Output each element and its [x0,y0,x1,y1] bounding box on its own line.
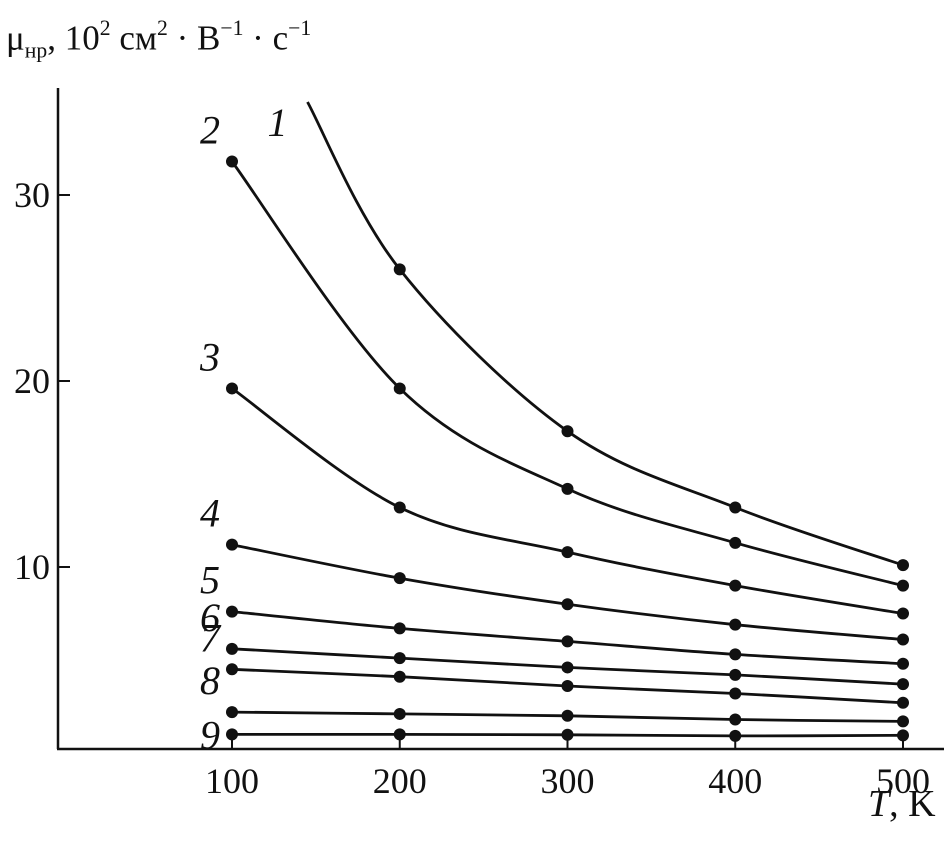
y-axis-symbol: μ [6,18,25,58]
series-5-label: 5 [200,558,220,603]
series-5-point-400 [729,648,742,661]
y-axis-unit-s: · с [243,18,289,58]
series-2-point-100 [226,155,238,168]
series-4-label: 4 [200,491,220,536]
axes: 10 20 30 100 200 300 400 500 [14,88,944,801]
series-1-line [306,101,904,567]
x-tick-label-200: 200 [373,761,427,801]
series-3-line [231,387,904,615]
series-1-point-500 [897,559,909,572]
series-9-point-300 [561,728,574,741]
series-3-point-300 [561,546,574,559]
series-8-point-500 [897,715,909,728]
series-8-point-400 [729,713,742,726]
series-1-point-200 [393,263,406,276]
series-3-point-100 [226,382,238,395]
y-axis-base-exponent: 2 [99,15,111,40]
y-axis-unit-cm: см [110,18,157,58]
x-axis-label: T, K [868,782,936,826]
series-6-label: 6 [200,595,220,640]
series-9-point-200 [393,728,406,741]
series-2-point-300 [561,482,574,495]
y-axis-unit-v-exponent: −1 [220,15,244,40]
y-axis-unit-s-exponent: −1 [288,15,312,40]
series-3-point-400 [729,579,742,592]
x-axis-variable: T [868,783,890,825]
y-axis-separator: , [47,18,65,58]
series-8-label: 8 [200,658,220,703]
series-3-point-500 [897,607,909,620]
series-8-point-300 [561,709,574,722]
x-tick-label-300: 300 [541,761,595,801]
x-axis-unit: , K [889,783,936,825]
series-7-point-100 [226,663,238,676]
y-tick-label-10: 10 [14,547,50,587]
series-6-point-100 [226,642,238,655]
series-5-point-300 [561,635,574,648]
series-4-point-300 [561,598,574,611]
series-2-point-200 [393,382,406,395]
series-2-point-500 [897,579,909,592]
series-7-label: 7 [200,615,222,660]
series-4-point-400 [729,618,742,631]
y-axis-label: μнр, 102 см2 · В−1 · с−1 [6,15,312,64]
series-4-line [231,543,904,641]
y-tick-label-30: 30 [14,175,50,215]
x-tick-label-400: 400 [708,761,762,801]
series-5-point-500 [897,657,909,670]
series-8-point-100 [226,706,238,719]
series-6-point-400 [729,668,742,681]
series-9-label: 9 [200,712,220,757]
series-9-point-500 [897,729,909,742]
x-tick-label-500: 500 [876,761,930,801]
series-8-point-200 [393,707,406,720]
series-7-point-300 [561,680,574,693]
series-2-label: 2 [200,108,220,153]
series-5-point-100 [226,605,238,618]
y-axis-unit-cm-exponent: 2 [157,15,168,40]
markers [226,155,909,742]
series-7-point-200 [393,670,406,683]
series-7-point-500 [897,696,909,709]
series-1-label: 1 [267,100,287,145]
series-4-point-500 [897,633,909,646]
series-4-point-100 [226,538,238,551]
series-6-point-200 [393,652,406,665]
series-3-point-200 [393,501,406,514]
y-tick-label-20: 20 [14,361,50,401]
series-2-point-400 [729,536,742,549]
series-6-point-500 [897,678,909,691]
series-5-point-200 [393,622,406,635]
series-1-point-300 [561,425,574,438]
y-axis-symbol-subscript: нр [24,38,48,63]
series-3-label: 3 [199,334,220,379]
y-axis-base: 10 [64,18,100,58]
y-axis-unit-v: · В [167,18,221,58]
series-4-point-200 [393,572,406,585]
series-9-point-400 [729,729,742,742]
series-1-point-400 [729,501,742,514]
series-9-point-100 [226,728,238,741]
series-6-point-300 [561,661,574,674]
series-7-point-400 [729,687,742,700]
series-2-line [230,160,904,587]
x-tick-label-100: 100 [205,761,259,801]
